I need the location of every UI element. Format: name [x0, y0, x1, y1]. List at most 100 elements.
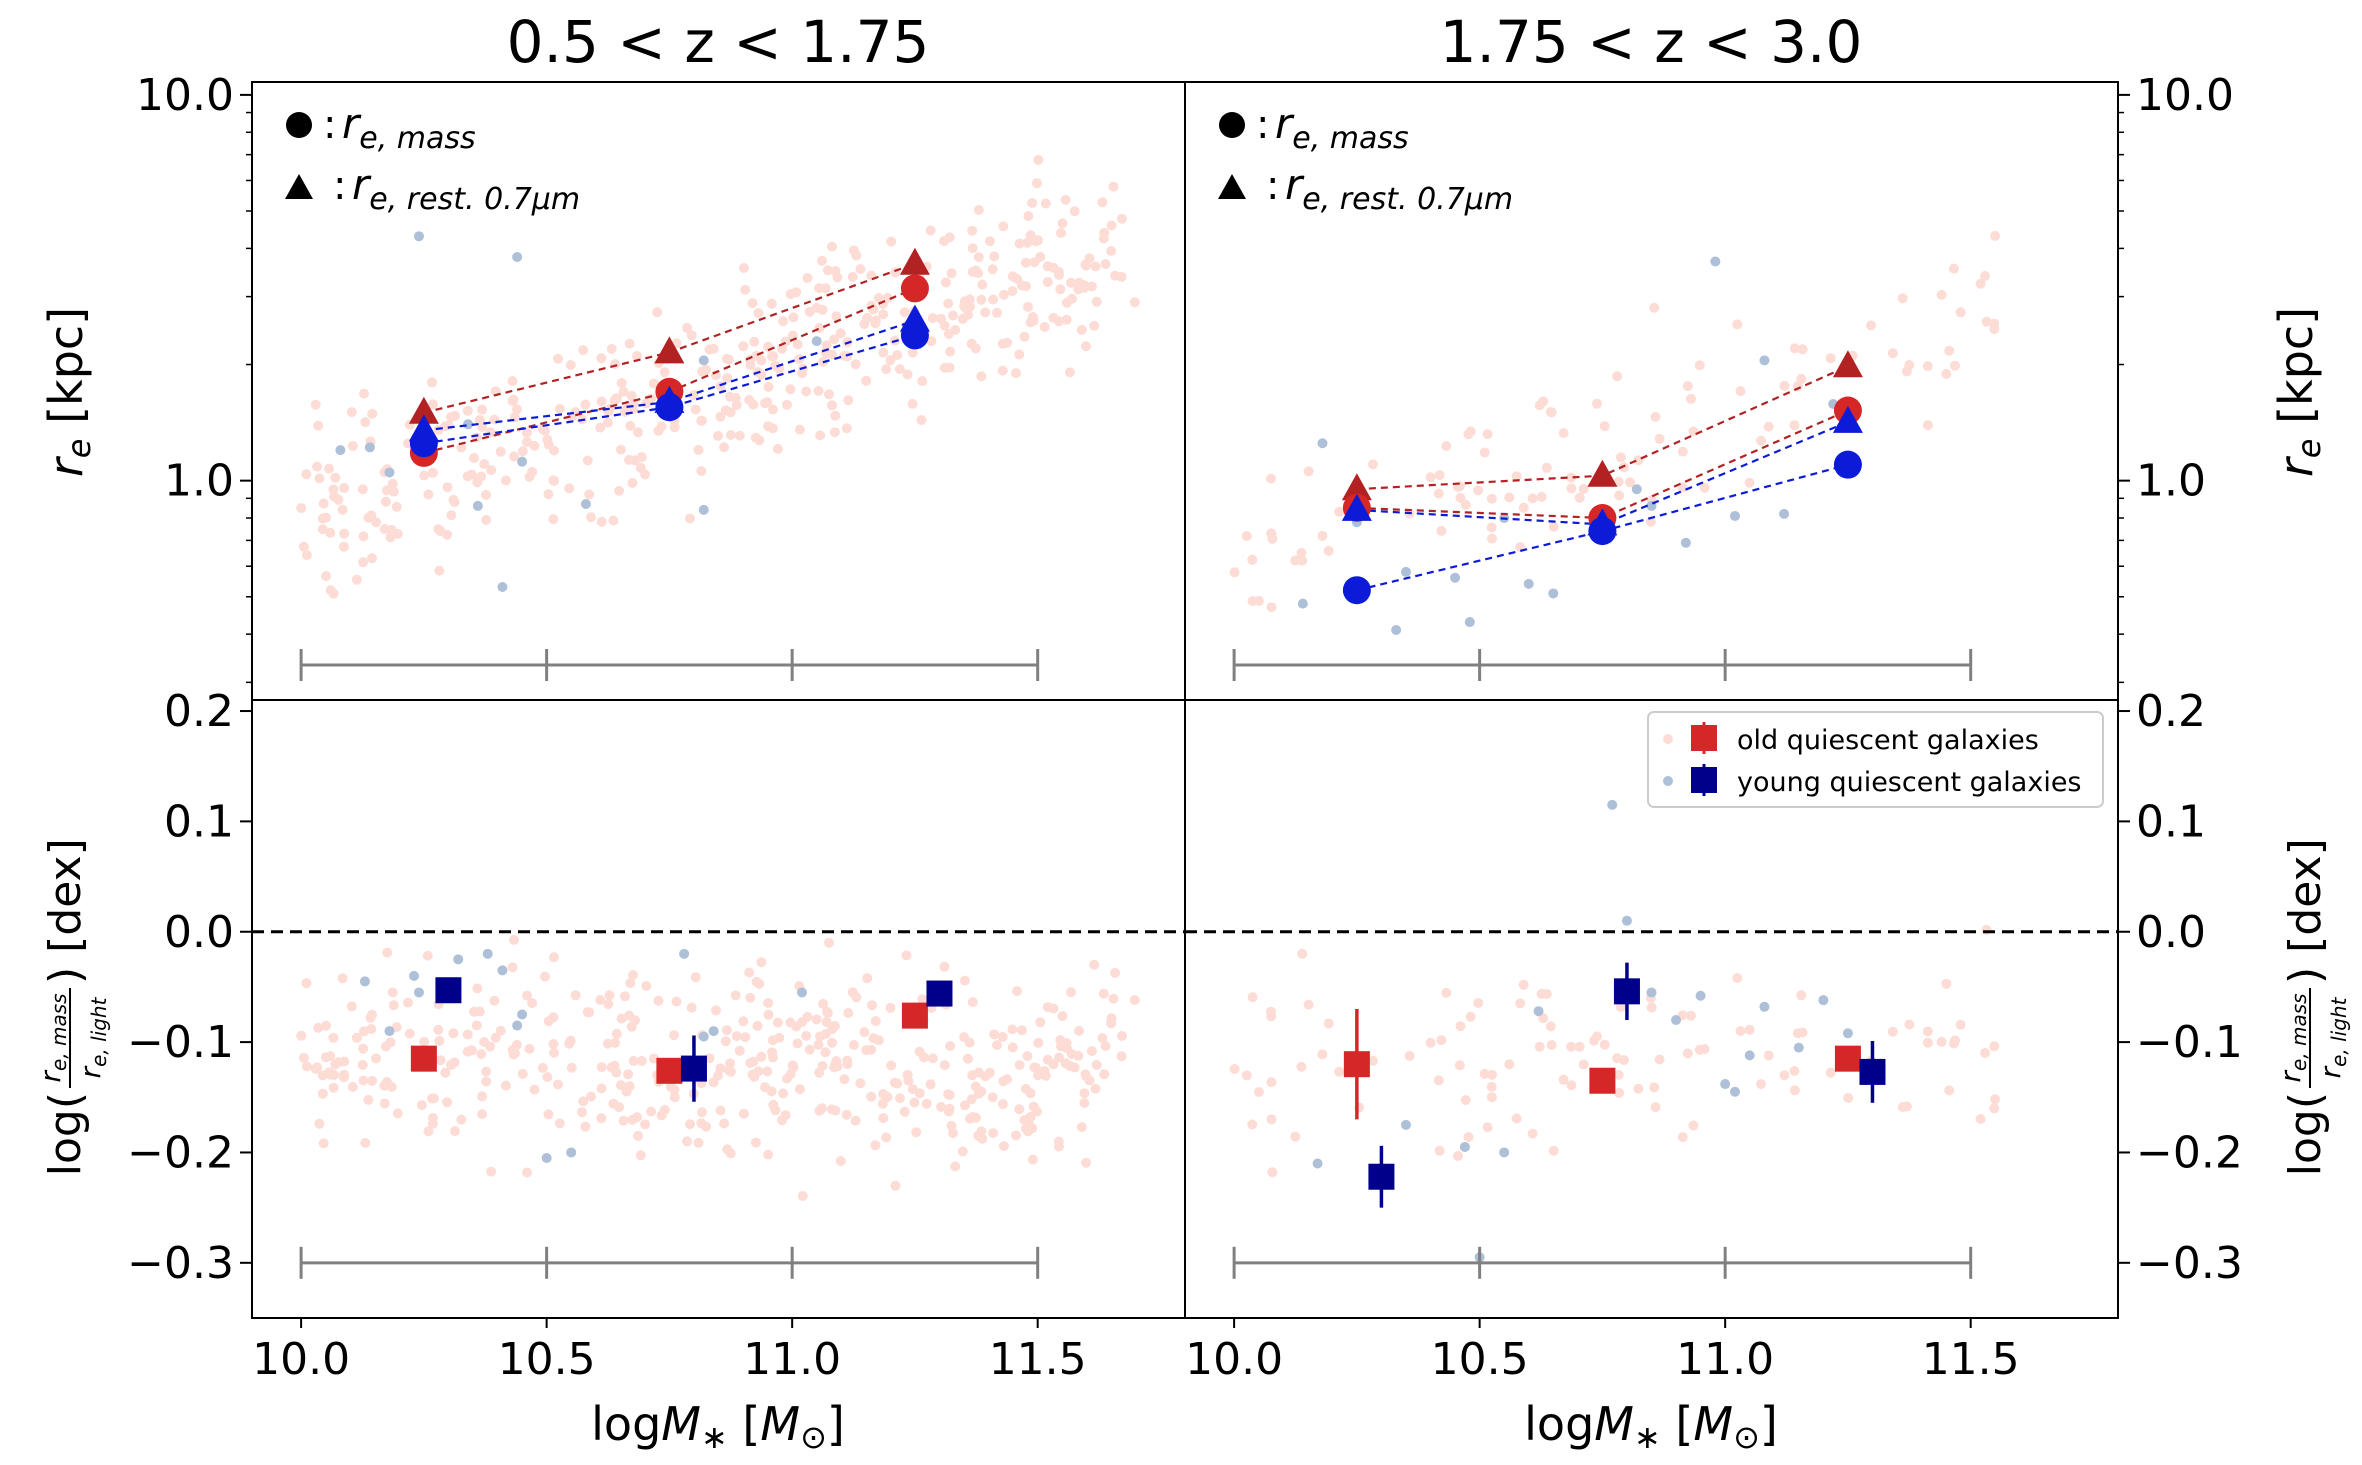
old-galaxy-dot [1110, 967, 1121, 978]
old-galaxy-dot [1460, 1095, 1471, 1106]
old-galaxy-dot [1014, 1104, 1025, 1115]
old-galaxy-dot [1789, 420, 1800, 431]
old-median-square [1589, 1067, 1616, 1094]
old-galaxy-dot [1904, 360, 1915, 370]
old-galaxy-dot [980, 307, 991, 318]
old-galaxy-dot [1290, 1131, 1301, 1142]
old-galaxy-dot [1023, 301, 1033, 312]
young-galaxy-dot [413, 231, 424, 242]
old-galaxy-dot [792, 1038, 803, 1049]
old-galaxy-dot [1548, 1145, 1559, 1156]
young-galaxy-dot [1400, 1119, 1411, 1130]
young-galaxy-dot [1842, 1028, 1853, 1039]
old-galaxy-dot [325, 1069, 336, 1080]
old-galaxy-dot [1990, 1094, 2001, 1105]
old-galaxy-dot [419, 470, 430, 481]
old-galaxy-dot [944, 1103, 955, 1114]
old-galaxy-dot [791, 287, 802, 298]
old-galaxy-dot [902, 369, 913, 380]
old-galaxy-dot [448, 1028, 459, 1039]
old-galaxy-dot [725, 1058, 735, 1069]
old-galaxy-dot [1436, 1035, 1447, 1046]
old-galaxy-dot [720, 1036, 731, 1047]
old-galaxy-dot [433, 425, 444, 435]
old-galaxy-dot [433, 524, 444, 535]
old-galaxy-dot [606, 343, 617, 354]
old-galaxy-dot [469, 453, 479, 463]
young-galaxy-dot [1729, 510, 1740, 521]
old-galaxy-dot [1025, 1088, 1036, 1099]
old-galaxy-dot [1296, 547, 1307, 558]
old-galaxy-dot [998, 221, 1009, 232]
old-galaxy-dot [989, 251, 1000, 262]
old-galaxy-dot [756, 957, 767, 968]
old-galaxy-dot [610, 1037, 621, 1048]
old-galaxy-dot [1682, 1048, 1693, 1059]
old-galaxy-dot [1465, 1011, 1476, 1022]
legend-colon: : [1256, 102, 1269, 148]
old-galaxy-dot [850, 1115, 861, 1126]
old-galaxy-dot [1007, 271, 1018, 282]
svg-text:) [dex]: ) [dex] [2280, 838, 2331, 984]
old-galaxy-dot [1033, 154, 1044, 165]
old-galaxy-dot [693, 1137, 704, 1148]
old-galaxy-dot [824, 389, 834, 400]
old-galaxy-dot [1527, 1128, 1538, 1139]
old-galaxy-dot [1473, 485, 1484, 496]
young-galaxy-dot [541, 1152, 552, 1163]
old-galaxy-dot [1054, 1052, 1064, 1063]
old-galaxy-dot [543, 489, 554, 500]
old-galaxy-dot [1073, 1050, 1084, 1061]
old-galaxy-dot [301, 550, 312, 561]
old-galaxy-dot [907, 347, 918, 358]
old-galaxy-dot [1482, 1122, 1493, 1133]
old-galaxy-dot [1486, 1092, 1497, 1103]
old-galaxy-dot [1048, 312, 1059, 323]
old-galaxy-dot [1682, 381, 1693, 392]
old-galaxy-dot [1035, 1017, 1046, 1028]
old-galaxy-dot [1066, 277, 1076, 288]
old-galaxy-dot [621, 1086, 632, 1097]
old-galaxy-dot [762, 1066, 773, 1077]
old-galaxy-dot [1504, 492, 1515, 503]
old-galaxy-dot [1042, 1002, 1053, 1013]
old-galaxy-dot [745, 359, 756, 370]
panel-bottom-right [1185, 799, 2118, 1279]
old-galaxy-dot [1527, 493, 1538, 504]
old-galaxy-dot [1069, 206, 1080, 217]
old-galaxy-dot [1425, 1037, 1436, 1048]
young-galaxy-dot [1459, 1141, 1470, 1152]
old-galaxy-dot [719, 1118, 730, 1129]
old-galaxy-dot [630, 1015, 641, 1026]
old-galaxy-dot [973, 268, 984, 278]
old-galaxy-dot [1090, 261, 1101, 272]
old-galaxy-dot [830, 410, 841, 421]
old-galaxy-dot [763, 1149, 774, 1160]
old-galaxy-dot [959, 1032, 970, 1043]
old-galaxy-dot [1981, 316, 1992, 327]
old-galaxy-dot [1247, 1119, 1258, 1130]
old-galaxy-dot [1455, 1021, 1466, 1032]
old-galaxy-dot [351, 1032, 362, 1043]
young-galaxy-dot [1646, 987, 1657, 998]
old-galaxy-dot [747, 298, 758, 309]
old-galaxy-dot [967, 1112, 978, 1122]
old-galaxy-dot [1076, 1122, 1087, 1133]
old-galaxy-dot [749, 336, 760, 347]
old-galaxy-dot [960, 302, 970, 313]
old-galaxy-dot [721, 1025, 732, 1036]
old-galaxy-dot [481, 489, 492, 500]
y-tick-label-left: 0.2 [164, 686, 234, 737]
old-galaxy-dot [1455, 492, 1466, 503]
old-galaxy-dot [1022, 1051, 1033, 1062]
old-galaxy-dot [751, 976, 762, 987]
old-galaxy-dot [685, 513, 695, 524]
old-galaxy-dot [314, 1118, 325, 1129]
old-galaxy-dot [1027, 1154, 1038, 1165]
old-galaxy-dot [1825, 353, 1836, 364]
old-galaxy-dot [1694, 360, 1705, 371]
old-galaxy-dot [818, 998, 829, 1009]
old-galaxy-dot [966, 1094, 977, 1105]
young-galaxy-dot [409, 970, 420, 981]
old-galaxy-dot [317, 513, 328, 524]
